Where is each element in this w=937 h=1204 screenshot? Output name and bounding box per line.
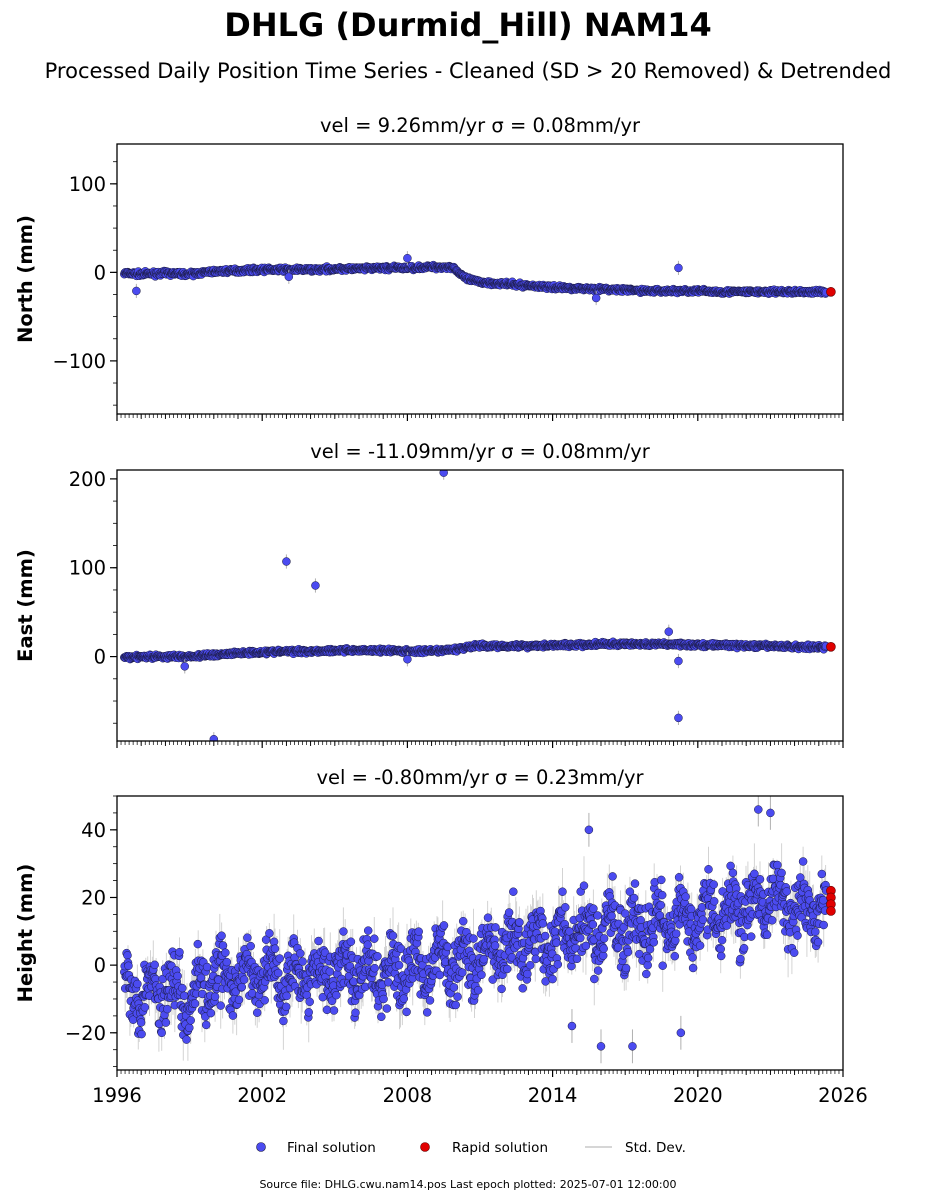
final-points-north (120, 251, 830, 305)
outlier-point (592, 294, 600, 302)
figure-title: DHLG (Durmid_Hill) NAM14 (224, 6, 711, 44)
figure-subtitle: Processed Daily Position Time Series - C… (45, 59, 892, 83)
plot-area-height (120, 793, 835, 1064)
outlier-point (674, 657, 682, 665)
rapid-points-east (826, 642, 835, 651)
final-point (158, 1029, 166, 1037)
panel-north: vel = 9.26mm/yr σ = 0.08mm/yr North (mm) 1… (14, 114, 843, 421)
ytick-label-east: 100 (69, 557, 106, 580)
outlier-point (132, 287, 140, 295)
outlier-point (665, 628, 673, 636)
final-point (174, 972, 182, 980)
final-point (137, 1019, 145, 1027)
outlier-point (181, 662, 189, 670)
outlier-point (403, 254, 411, 262)
ylabel-east: East (mm) (14, 549, 37, 662)
rapid-point (826, 642, 835, 651)
final-point (133, 980, 141, 988)
outlier-point (674, 714, 682, 722)
final-point (162, 1019, 170, 1027)
panel-east: vel = -11.09mm/yr σ = 0.08mm/yr East (mm)… (14, 440, 843, 748)
rapid-points-north (826, 287, 835, 296)
final-point (124, 951, 132, 959)
outlier-point (403, 655, 411, 663)
final-points-east (120, 466, 830, 747)
outlier-point (674, 264, 682, 272)
plot-area-north (120, 251, 835, 305)
panel-height: vel = -0.80mm/yr σ = 0.23mm/yr Height (mm… (14, 766, 868, 1107)
ylabel-height: Height (mm) (14, 864, 37, 1003)
panel-title-height: vel = -0.80mm/yr σ = 0.23mm/yr (316, 766, 644, 789)
final-point (138, 1030, 146, 1038)
final-point (176, 948, 184, 956)
panel-title-north: vel = 9.26mm/yr σ = 0.08mm/yr (320, 114, 641, 137)
plot-area-east (120, 466, 835, 747)
ytick-label-north: 0 (94, 261, 106, 284)
ylabel-north: North (mm) (14, 215, 37, 343)
final-point (163, 1005, 171, 1013)
final-points-height (120, 793, 830, 1064)
final-point (125, 962, 133, 970)
axes-frame-east (117, 470, 843, 741)
final-point (151, 961, 159, 969)
ytick-label-north: 100 (69, 173, 106, 196)
outlier-point (282, 558, 290, 566)
ytick-label-north: −100 (52, 350, 106, 373)
rapid-point (826, 287, 835, 296)
ytick-label-east: 0 (94, 646, 106, 669)
final-point (141, 1003, 149, 1011)
outlier-point (285, 273, 293, 281)
ytick-label-east: 200 (69, 468, 106, 491)
outlier-point (311, 582, 319, 590)
chart-panels: vel = 9.26mm/yr σ = 0.08mm/yr North (mm) 1… (14, 114, 868, 1107)
panel-title-east: vel = -11.09mm/yr σ = 0.08mm/yr (310, 440, 650, 463)
